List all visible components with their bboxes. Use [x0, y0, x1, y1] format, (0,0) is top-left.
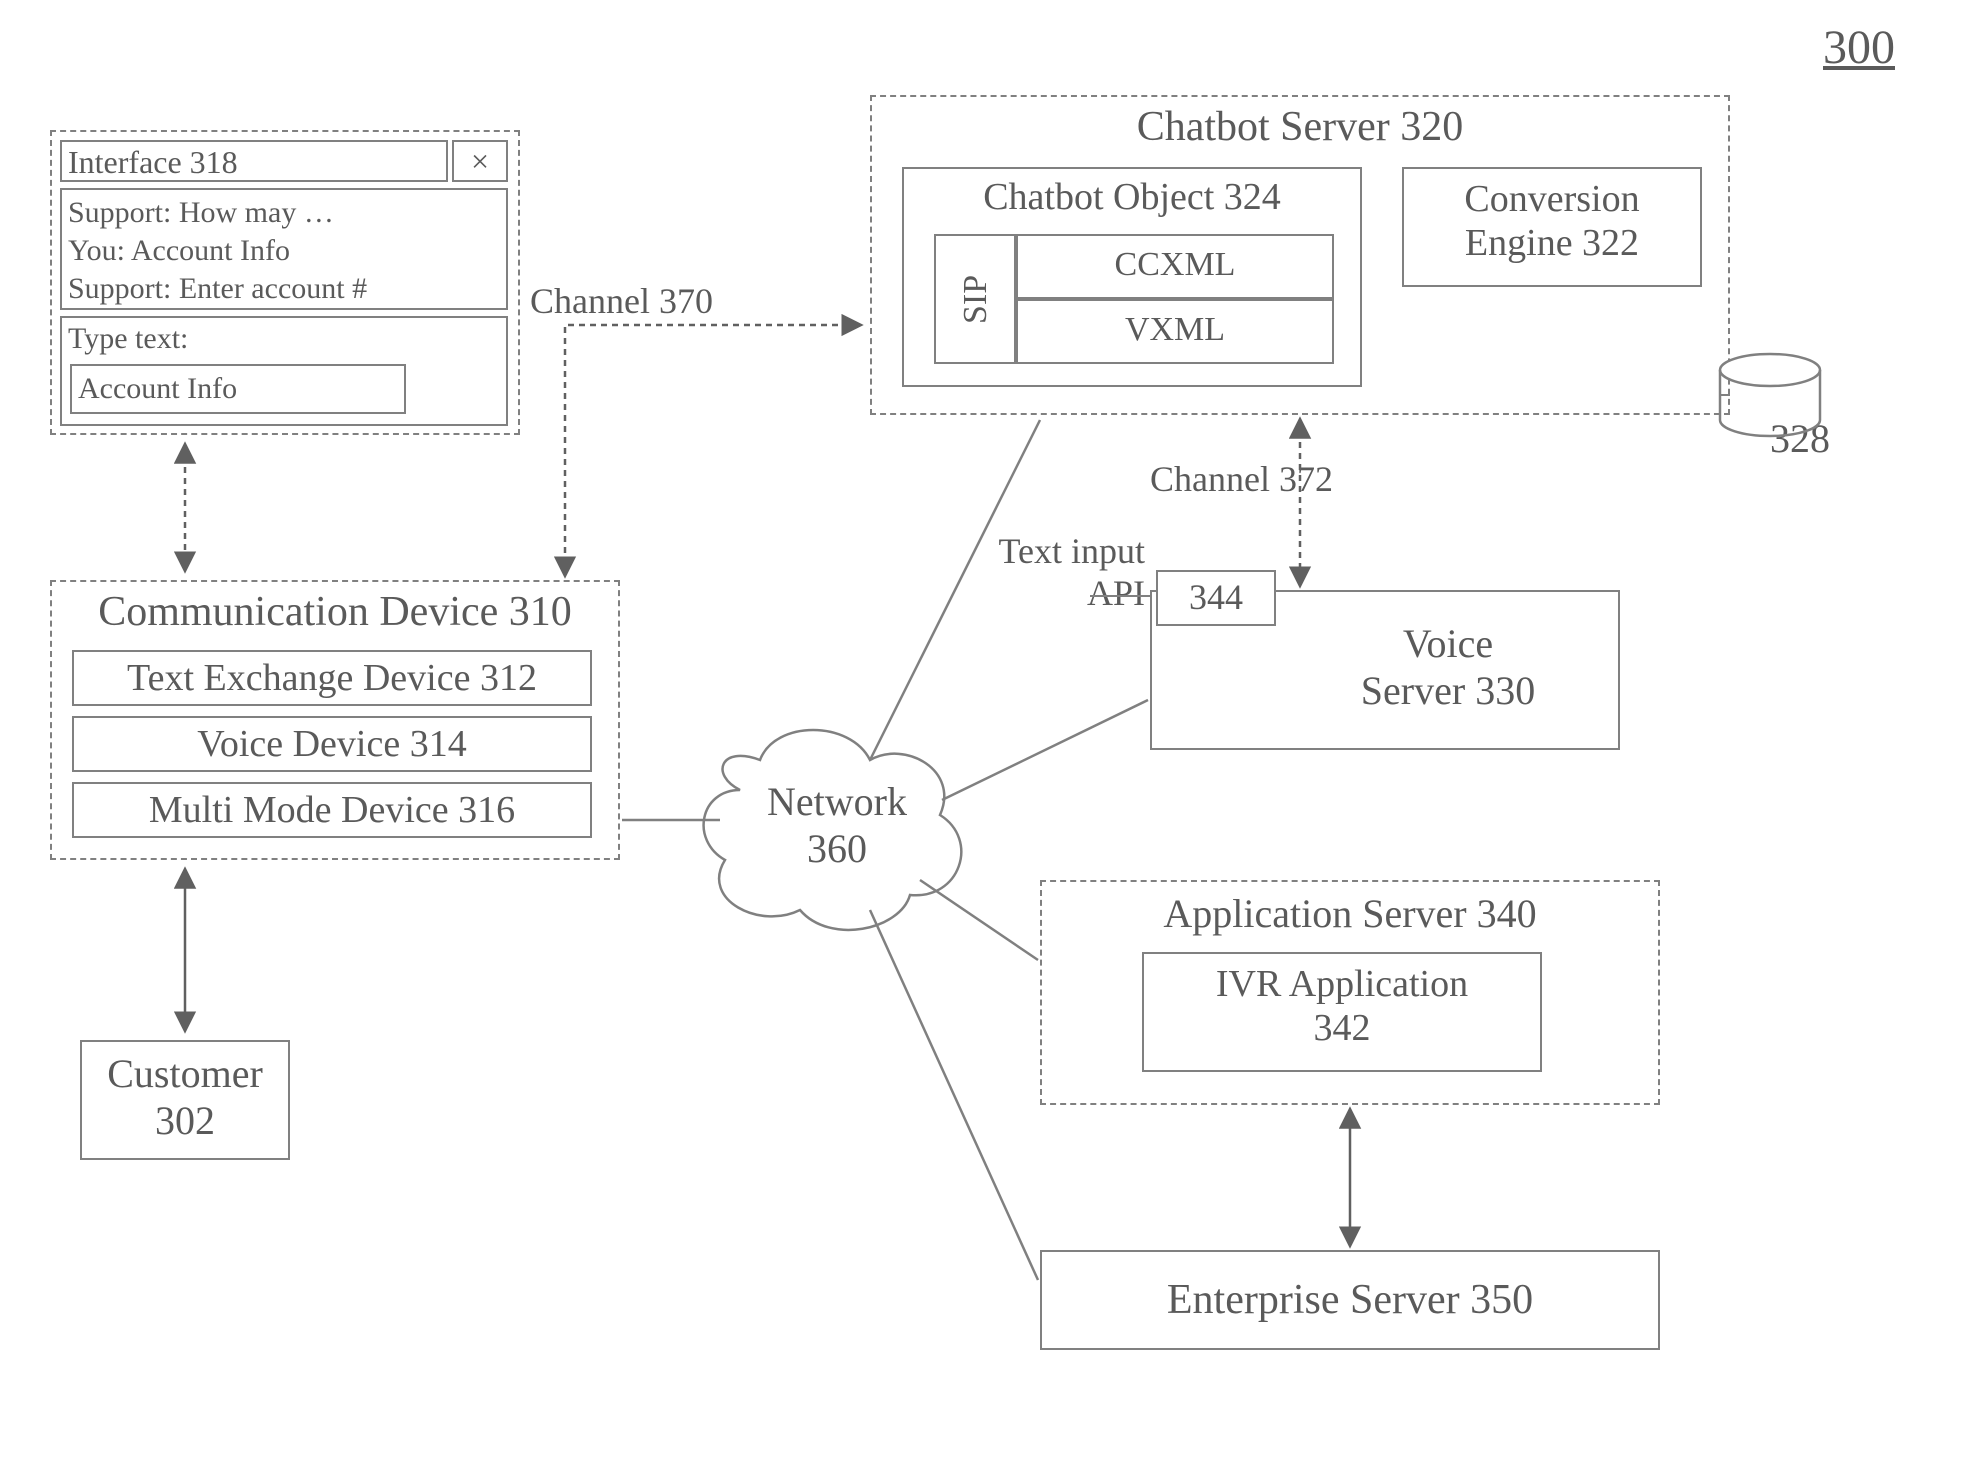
- network-l2: 360: [762, 825, 912, 872]
- voice-server-api-box: 344: [1156, 570, 1276, 626]
- figure-ref: 300: [1823, 20, 1895, 75]
- customer-label-2: 302: [82, 1097, 288, 1144]
- communication-device: Communication Device 310 Text Exchange D…: [50, 580, 620, 860]
- close-icon[interactable]: ×: [452, 140, 508, 182]
- chatbot-object-inner: SIP CCXML VXML: [934, 234, 1334, 364]
- voice-line1: Voice: [1318, 620, 1578, 667]
- type-text-label: Type text:: [62, 318, 506, 360]
- conv-engine-line2: Engine 322: [1404, 221, 1700, 265]
- chat-msg: Support: Enter account #: [68, 270, 500, 308]
- db-label: 328: [1770, 415, 1830, 462]
- chat-messages: Support: How may … You: Account Info Sup…: [60, 188, 508, 310]
- vxml-cell: VXML: [1016, 299, 1332, 362]
- comm-device-title: Communication Device 310: [52, 588, 618, 636]
- chatbot-object: Chatbot Object 324 SIP CCXML VXML: [902, 167, 1362, 387]
- conversion-engine: Conversion Engine 322: [1402, 167, 1702, 287]
- network-label: Network 360: [762, 778, 912, 872]
- ccxml-cell: CCXML: [1016, 236, 1332, 299]
- chatbot-server-title: Chatbot Server 320: [872, 103, 1728, 151]
- api-l1: Text input: [945, 530, 1145, 572]
- conn-network-voice: [942, 700, 1148, 800]
- customer-box: Customer 302: [80, 1040, 290, 1160]
- ivr-application: IVR Application 342: [1142, 952, 1542, 1072]
- application-server: Application Server 340 IVR Application 3…: [1040, 880, 1660, 1105]
- app-server-title: Application Server 340: [1042, 890, 1658, 937]
- chat-msg: Support: How may …: [68, 194, 500, 232]
- chat-input-area: Type text: Account Info: [60, 316, 508, 426]
- chatbot-server: Chatbot Server 320 Chatbot Object 324 SI…: [870, 95, 1730, 415]
- chat-input-field[interactable]: Account Info: [70, 364, 406, 414]
- ivr-l2: 342: [1144, 1006, 1540, 1050]
- channel-372-label: Channel 372: [1150, 458, 1333, 500]
- conn-channel-370: [565, 325, 860, 575]
- voice-line2: Server 330: [1318, 667, 1578, 714]
- network-l1: Network: [762, 778, 912, 825]
- chat-msg: You: Account Info: [68, 232, 500, 270]
- voice-server-title: Voice Server 330: [1318, 620, 1578, 714]
- interface-window: Interface 318 × Support: How may … You: …: [50, 130, 520, 435]
- interface-title: Interface 318: [60, 140, 448, 182]
- enterprise-server: Enterprise Server 350: [1040, 1250, 1660, 1350]
- sip-cell: SIP: [936, 236, 1016, 362]
- channel-370-label: Channel 370: [530, 280, 713, 322]
- conn-network-enterprise: [870, 910, 1038, 1280]
- multi-mode-device: Multi Mode Device 316: [72, 782, 592, 838]
- sip-label: SIP: [936, 236, 1016, 362]
- voice-device: Voice Device 314: [72, 716, 592, 772]
- text-exchange-device: Text Exchange Device 312: [72, 650, 592, 706]
- text-input-api-label: Text input API: [945, 530, 1145, 614]
- conn-network-appserver: [920, 880, 1038, 960]
- ivr-l1: IVR Application: [1144, 962, 1540, 1006]
- chatbot-object-title: Chatbot Object 324: [904, 175, 1360, 219]
- api-l2: API: [945, 572, 1145, 614]
- customer-label-1: Customer: [82, 1050, 288, 1097]
- conv-engine-line1: Conversion: [1404, 177, 1700, 221]
